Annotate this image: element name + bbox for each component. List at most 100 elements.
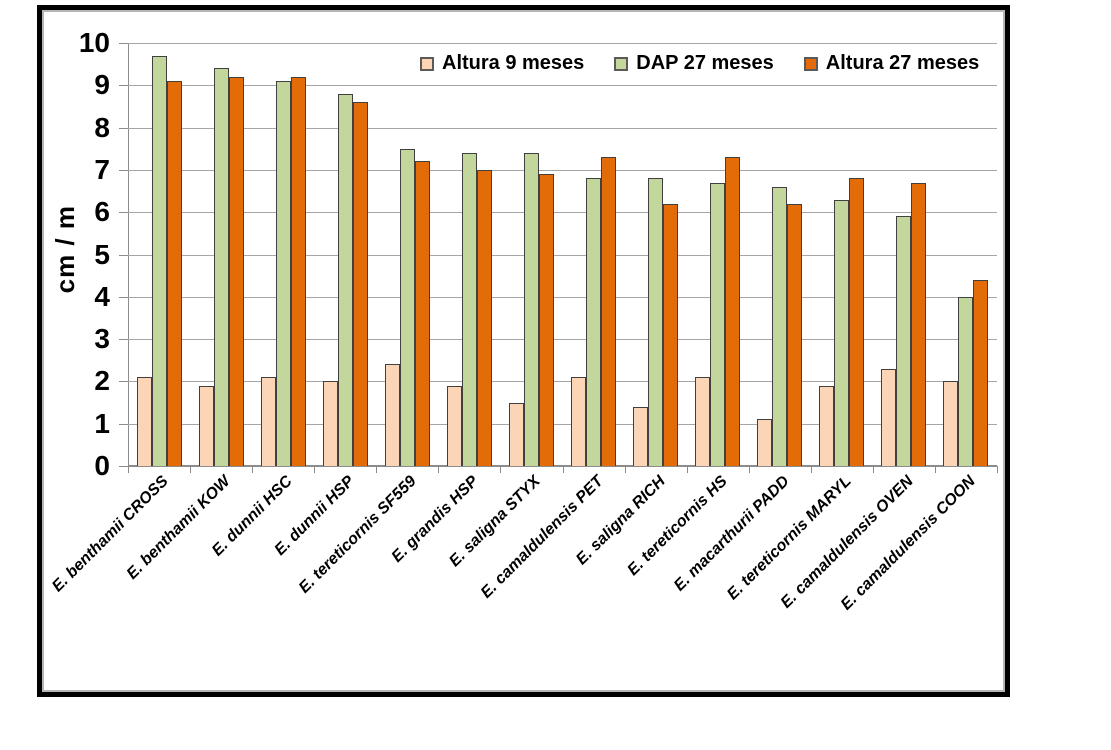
y-axis-tick-mark (119, 296, 128, 298)
gridline (128, 296, 997, 298)
bar-group (314, 43, 376, 466)
y-axis-tick-label: 4 (94, 280, 110, 312)
y-axis-tick-label: 2 (94, 365, 110, 397)
bar-dap-27-meses (586, 178, 602, 466)
bar-altura-27-meses (166, 81, 182, 466)
bar-group (811, 43, 873, 466)
gridline (128, 212, 997, 214)
plot-area (128, 43, 997, 467)
x-axis-tick-mark (748, 466, 750, 473)
legend-item: DAP 27 meses (614, 52, 774, 75)
gridline (128, 85, 997, 87)
y-axis-tick-mark (119, 381, 128, 383)
bar-group (438, 43, 500, 466)
y-axis-tick-mark (119, 254, 128, 256)
y-axis-tick-label: 8 (94, 111, 110, 143)
y-axis-tick-mark (119, 212, 128, 214)
gridline (128, 43, 997, 44)
x-axis-tick-mark (252, 466, 254, 473)
bar-group (190, 43, 252, 466)
bar-altura-27-meses (973, 279, 989, 466)
legend-item: Altura 27 meses (803, 52, 980, 75)
y-axis-tick-mark (119, 169, 128, 171)
gridline (128, 127, 997, 129)
x-axis-tick-mark (562, 466, 564, 473)
gridline (128, 254, 997, 256)
bar-altura-27-meses (787, 203, 803, 466)
bar-group (563, 43, 625, 466)
legend-label: DAP 27 meses (636, 52, 774, 74)
bar-dap-27-meses (337, 93, 353, 466)
bar-group (687, 43, 749, 466)
bar-altura-9-meses (633, 406, 649, 466)
bar-altura-27-meses (601, 157, 617, 466)
gridline (128, 423, 997, 425)
y-axis-tick-label: 10 (78, 27, 110, 58)
x-axis-tick-mark (500, 466, 502, 473)
bar-group (935, 43, 997, 466)
bar-altura-27-meses (290, 76, 306, 466)
bar-group (749, 43, 811, 466)
bar-altura-9-meses (260, 377, 276, 466)
bar-dap-27-meses (213, 68, 229, 466)
bar-dap-27-meses (461, 152, 477, 466)
x-axis-tick-mark (934, 466, 936, 473)
bar-group (873, 43, 935, 466)
bar-altura-27-meses (414, 161, 430, 466)
x-axis-tick-mark (686, 466, 688, 473)
bar-group (500, 43, 562, 466)
bar-dap-27-meses (399, 148, 415, 466)
bar-dap-27-meses (772, 186, 788, 466)
y-axis-tick-label: 0 (94, 450, 110, 481)
bar-altura-27-meses (849, 178, 865, 466)
bar-dap-27-meses (958, 296, 974, 466)
bar-altura-27-meses (911, 182, 927, 466)
bar-altura-9-meses (198, 385, 214, 466)
x-axis-tick-mark (624, 466, 626, 473)
bar-altura-9-meses (695, 377, 711, 466)
bar-altura-9-meses (571, 377, 587, 466)
bar-altura-27-meses (228, 76, 244, 466)
y-axis-tick-label: 1 (94, 407, 110, 439)
x-axis-tick-mark (438, 466, 440, 473)
bar-altura-9-meses (322, 381, 338, 466)
bar-dap-27-meses (834, 199, 850, 466)
bar-group (128, 43, 190, 466)
y-axis-tick-label: 9 (94, 69, 110, 101)
y-axis-tick-label: 3 (94, 323, 110, 355)
bar-altura-27-meses (538, 174, 554, 466)
bar-altura-27-meses (352, 102, 368, 466)
gridline (128, 169, 997, 171)
bar-dap-27-meses (151, 55, 167, 466)
legend-label: Altura 9 meses (442, 52, 585, 74)
x-axis-tick-mark (314, 466, 316, 473)
y-axis-tick-mark (119, 85, 128, 87)
legend-item: Altura 9 meses (420, 52, 584, 75)
y-axis-tick-mark (119, 339, 128, 341)
bar-dap-27-meses (896, 216, 912, 466)
x-axis-tick-mark (190, 466, 192, 473)
y-axis-tick-mark (119, 466, 128, 467)
x-axis-tick-mark (810, 466, 812, 473)
y-axis-tick-label: 6 (94, 196, 110, 228)
bar-altura-9-meses (881, 368, 897, 466)
x-axis-tick-mark (872, 466, 874, 473)
bar-altura-27-meses (725, 157, 741, 466)
bar-altura-27-meses (663, 203, 679, 466)
legend-label: Altura 27 meses (825, 52, 980, 74)
bar-dap-27-meses (710, 182, 726, 466)
bar-group (252, 43, 314, 466)
x-axis-tick-mark (997, 466, 998, 473)
legend-swatch-icon (803, 56, 818, 71)
bar-dap-27-meses (648, 178, 664, 466)
chart-frame: cm / m 0 1 2 3 4 5 6 7 8 9 10 E. benthamii CROSS E.… (37, 5, 1010, 697)
bar-altura-9-meses (384, 364, 400, 466)
bar-group (625, 43, 687, 466)
y-axis-tick-mark (119, 43, 128, 44)
y-axis-tick-mark (119, 127, 128, 129)
bar-altura-9-meses (757, 419, 773, 466)
y-axis-tick-label: 5 (94, 238, 110, 270)
bar-group (376, 43, 438, 466)
gridline (128, 339, 997, 341)
x-axis-tick-mark (128, 466, 129, 473)
